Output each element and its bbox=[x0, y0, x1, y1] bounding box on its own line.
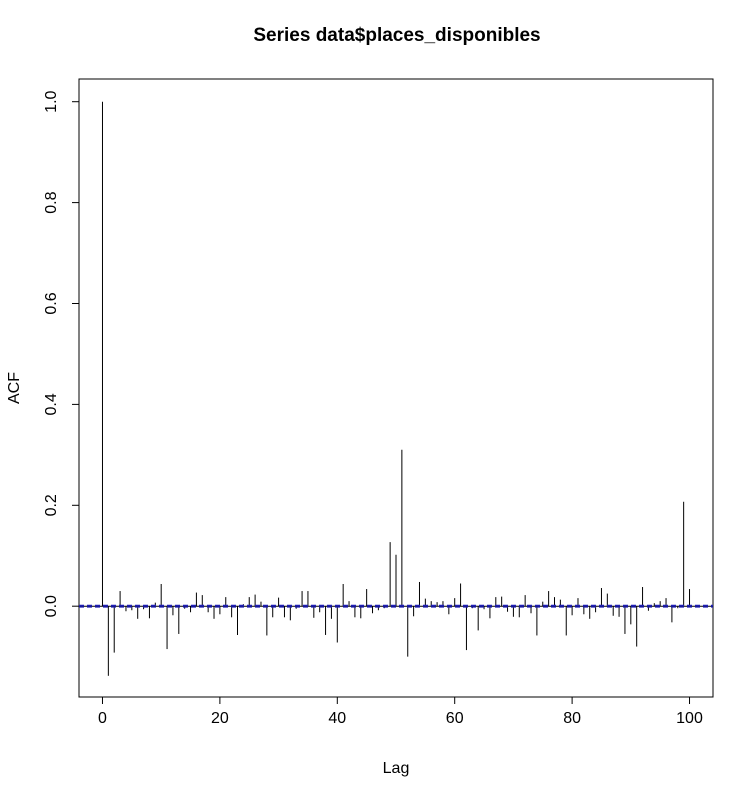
plot-frame bbox=[78, 78, 714, 698]
y-tick-label: 0.2 bbox=[43, 494, 60, 516]
y-tick-label: 0.0 bbox=[43, 595, 60, 617]
y-tick-label: 0.4 bbox=[43, 393, 60, 415]
x-tick-label: 60 bbox=[446, 710, 464, 727]
y-tick-label: 0.8 bbox=[43, 191, 60, 213]
x-tick-label: 40 bbox=[328, 710, 346, 727]
x-tick-label: 0 bbox=[98, 710, 107, 727]
y-axis-label: ACF bbox=[6, 372, 23, 404]
chart-title: Series data$places_disponibles bbox=[253, 25, 540, 46]
y-axis: 0.0 0.2 0.4 0.6 0.8 1.0 bbox=[43, 90, 79, 617]
x-tick-label: 80 bbox=[563, 710, 581, 727]
plot-area: 0 20 40 60 80 100 0.0 0.2 0.4 0.6 0.8 1.0 bbox=[43, 78, 714, 727]
y-tick-label: 1.0 bbox=[43, 90, 60, 112]
x-axis-label: Lag bbox=[383, 760, 410, 777]
x-tick-label: 20 bbox=[211, 710, 229, 727]
acf-bars bbox=[101, 101, 691, 676]
x-axis: 0 20 40 60 80 100 bbox=[98, 697, 703, 727]
y-tick-label: 0.6 bbox=[43, 292, 60, 314]
x-tick-label: 100 bbox=[676, 710, 703, 727]
